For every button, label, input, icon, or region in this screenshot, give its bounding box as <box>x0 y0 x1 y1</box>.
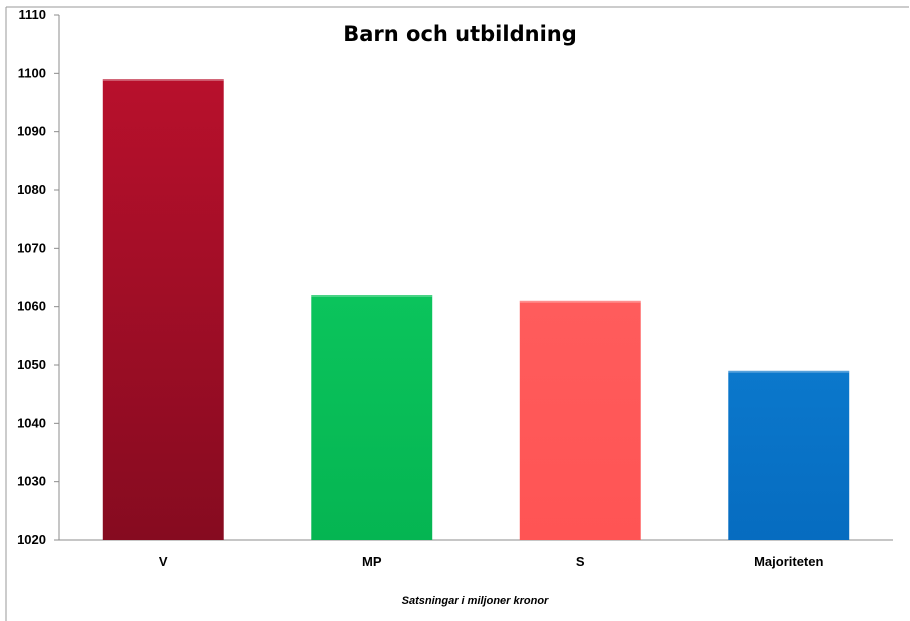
chart-title: Barn och utbildning <box>343 22 577 46</box>
bar-s <box>519 300 641 540</box>
y-tick-label: 1080 <box>17 182 46 197</box>
y-tick-label: 1110 <box>19 7 47 22</box>
y-tick-label: 1090 <box>17 124 46 139</box>
x-tick-label: Majoriteten <box>754 554 823 569</box>
x-axis-label: Satsningar i miljoner kronor <box>402 595 549 607</box>
bar-majoriteten <box>728 370 850 540</box>
y-tick-label: 1050 <box>17 357 46 372</box>
y-tick-label: 1070 <box>17 240 46 255</box>
y-axis-ticks: 1020 1030 1040 1050 1060 1070 1080 1090 1100 1110 <box>17 7 59 547</box>
bars <box>102 79 850 541</box>
x-tick-label: V <box>159 554 168 569</box>
x-tick-label: S <box>576 554 585 569</box>
x-axis-ticks: V MP S Majoriteten <box>159 554 824 569</box>
bar-mp <box>311 295 433 540</box>
y-tick-label: 1100 <box>18 65 46 80</box>
y-tick-label: 1020 <box>17 532 46 547</box>
y-tick-label: 1030 <box>17 474 46 489</box>
bar-v <box>102 79 224 541</box>
x-tick-label: MP <box>362 554 382 569</box>
y-tick-label: 1040 <box>17 415 46 430</box>
y-tick-label: 1060 <box>17 299 46 314</box>
